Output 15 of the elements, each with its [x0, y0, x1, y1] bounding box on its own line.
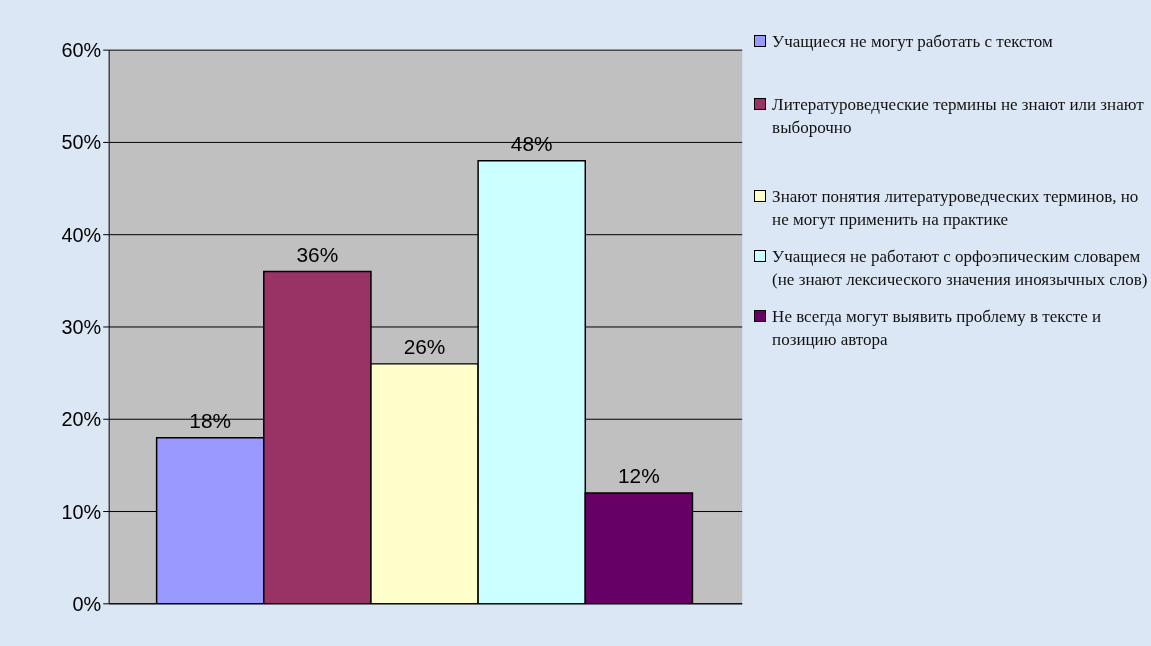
y-tick-label: 20% — [61, 408, 102, 431]
legend-label: Не всегда могут выявить проблему в тексте и позицию автора — [772, 306, 1103, 351]
legend-label: Учащиеся не могут работать с текстом — [772, 31, 1053, 53]
legend-label: Знают понятия литературоведческих терминов, но не могут применить на практике — [772, 186, 1140, 231]
y-tick-label: 0% — [72, 592, 102, 615]
y-tick-label: 60% — [61, 39, 102, 62]
data-label: 26% — [403, 334, 446, 358]
data-label: 12% — [618, 464, 660, 488]
y-tick-label: 10% — [61, 500, 102, 523]
y-tick-label: 30% — [61, 316, 102, 339]
legend-label: Литературоведческие термины не знают или знают выборочно — [772, 94, 1145, 139]
y-tick-label: 40% — [61, 223, 102, 246]
legend-label: Учащиеся не работают с орфоэпическим словарем (не знают лексического значения иноязычных слов) — [772, 246, 1149, 291]
y-tick-label: 50% — [61, 131, 102, 154]
data-label: 36% — [296, 242, 339, 266]
